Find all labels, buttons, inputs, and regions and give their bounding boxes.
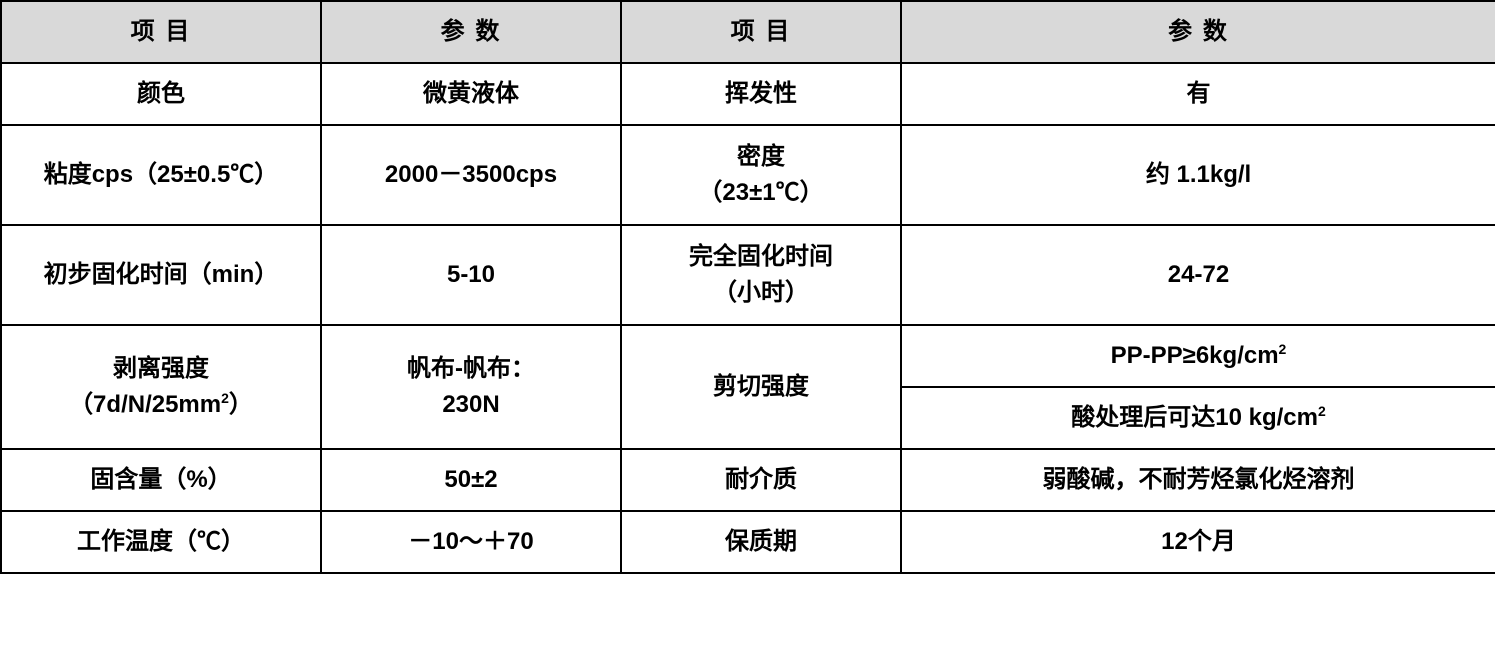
cell-text-line: （7d/N/25mm2） (69, 391, 253, 418)
cell-param: 有 (901, 63, 1495, 125)
cell-param: 5-10 (321, 225, 621, 325)
cell-param: 弱酸碱，不耐芳烃氯化烃溶剂 (901, 449, 1495, 511)
spec-table: 项 目 参 数 项 目 参 数 颜色 微黄液体 挥发性 有 粘度cps（25±0… (0, 0, 1495, 574)
cell-param: 12个月 (901, 511, 1495, 573)
table-row: 颜色 微黄液体 挥发性 有 (1, 63, 1495, 125)
table-header-row: 项 目 参 数 项 目 参 数 (1, 1, 1495, 63)
header-item-2: 项 目 (621, 1, 901, 63)
table-row: 剥离强度 （7d/N/25mm2） 帆布-帆布： 230N 剪切强度 PP-PP… (1, 325, 1495, 387)
cell-param-sub: 酸处理后可达10 kg/cm2 (901, 387, 1495, 449)
cell-param: 24-72 (901, 225, 1495, 325)
cell-text-line: 剥离强度 (113, 355, 209, 382)
header-item-1: 项 目 (1, 1, 321, 63)
cell-item: 挥发性 (621, 63, 901, 125)
table-row: 固含量（%） 50±2 耐介质 弱酸碱，不耐芳烃氯化烃溶剂 (1, 449, 1495, 511)
cell-item: 工作温度（℃） (1, 511, 321, 573)
cell-item: 固含量（%） (1, 449, 321, 511)
cell-text-line: 完全固化时间 (689, 243, 833, 270)
cell-text-line: （小时） (713, 279, 809, 306)
cell-param: 2000－3500cps (321, 125, 621, 225)
cell-item: 剪切强度 (621, 325, 901, 449)
table-row: 工作温度（℃） －10～＋70 保质期 12个月 (1, 511, 1495, 573)
cell-param: 50±2 (321, 449, 621, 511)
cell-text-line: （23±1℃） (698, 179, 823, 206)
table-row: 粘度cps（25±0.5℃） 2000－3500cps 密度 （23±1℃） 约… (1, 125, 1495, 225)
cell-text-line: 帆布-帆布： (407, 355, 535, 382)
cell-text-line: 密度 (737, 143, 785, 170)
cell-item: 剥离强度 （7d/N/25mm2） (1, 325, 321, 449)
cell-item: 保质期 (621, 511, 901, 573)
cell-param: 约 1.1kg/l (901, 125, 1495, 225)
cell-param: 微黄液体 (321, 63, 621, 125)
table-row: 初步固化时间（min） 5-10 完全固化时间 （小时） 24-72 (1, 225, 1495, 325)
header-param-2: 参 数 (901, 1, 1495, 63)
cell-param: 帆布-帆布： 230N (321, 325, 621, 449)
cell-param-sub: PP-PP≥6kg/cm2 (901, 325, 1495, 387)
cell-text-line: 230N (442, 391, 499, 418)
header-param-1: 参 数 (321, 1, 621, 63)
cell-item: 耐介质 (621, 449, 901, 511)
cell-item: 密度 （23±1℃） (621, 125, 901, 225)
cell-item: 粘度cps（25±0.5℃） (1, 125, 321, 225)
cell-item: 完全固化时间 （小时） (621, 225, 901, 325)
cell-param: －10～＋70 (321, 511, 621, 573)
cell-item: 颜色 (1, 63, 321, 125)
cell-item: 初步固化时间（min） (1, 225, 321, 325)
